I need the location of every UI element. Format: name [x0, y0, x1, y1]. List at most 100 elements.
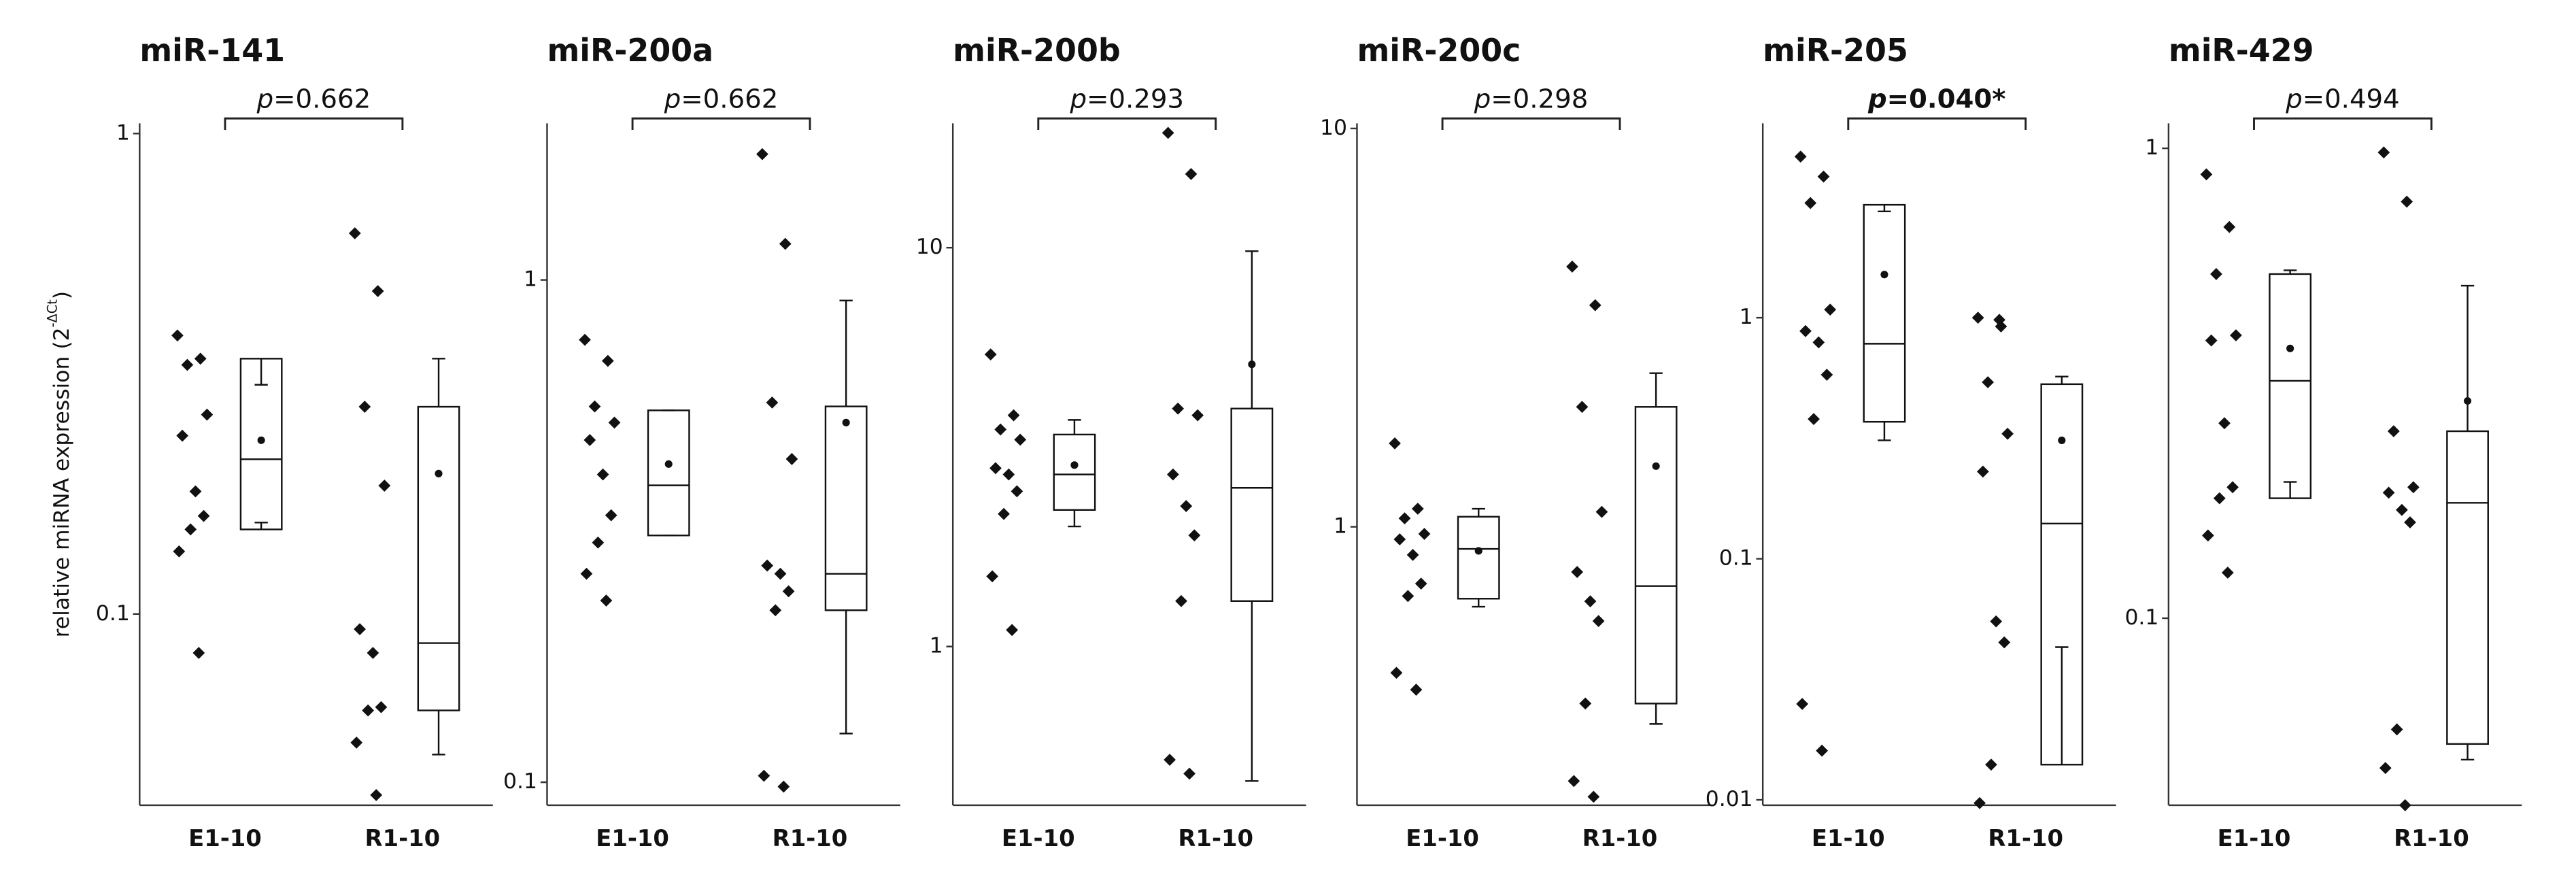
data-point	[1175, 594, 1187, 607]
data-point	[371, 285, 384, 297]
data-point	[375, 701, 388, 713]
panel: miR-200b 1 10 p=0.293 E1-10 R1-10	[916, 32, 1306, 852]
data-point	[777, 780, 790, 793]
data-point	[1977, 465, 1989, 478]
p-symbol: p	[256, 84, 274, 114]
data-point	[592, 536, 605, 549]
y-label-end: )	[50, 291, 74, 299]
data-point	[362, 704, 375, 717]
data-point	[1389, 437, 1401, 450]
data-point	[782, 585, 795, 598]
data-point	[989, 462, 1002, 475]
data-point	[1011, 485, 1023, 498]
data-point	[194, 352, 207, 365]
y-tick-label: 1	[930, 634, 943, 658]
data-point	[1993, 314, 2005, 326]
x-tick-label: R1-10	[1178, 825, 1253, 852]
data-point	[588, 400, 601, 413]
data-point	[367, 647, 379, 659]
data-point	[1592, 615, 1605, 628]
mean	[257, 436, 265, 444]
x-tick-label: R1-10	[365, 825, 441, 852]
data-point	[2387, 425, 2400, 437]
panel-title: miR-200a	[547, 32, 713, 69]
mean	[1474, 547, 1482, 555]
y-tick-label: 1	[524, 267, 537, 292]
data-point	[2399, 799, 2411, 811]
p-value: p=0.662	[256, 84, 371, 114]
y-tick-label: 1	[1740, 305, 1753, 329]
data-point	[2001, 427, 2014, 440]
data-point	[176, 429, 189, 442]
p-symbol: p	[1069, 84, 1087, 114]
data-point	[1589, 299, 1601, 311]
data-point	[2382, 486, 2395, 499]
data-point	[350, 736, 363, 749]
data-point	[1571, 566, 1584, 578]
data-point	[1804, 197, 1817, 209]
data-point	[181, 358, 194, 371]
x-tick-label: R1-10	[773, 825, 848, 852]
data-point	[1794, 150, 1807, 163]
data-point	[605, 509, 617, 522]
data-point	[1406, 549, 1419, 561]
data-point	[1799, 324, 1812, 337]
p-value: p=0.662	[664, 84, 779, 114]
data-point	[2200, 168, 2213, 181]
panel-title: miR-200c	[1357, 32, 1521, 69]
data-point	[1393, 533, 1406, 545]
y-axis-label: relative miRNA expression (2-ΔCt)	[44, 291, 74, 637]
box	[1457, 516, 1500, 600]
bracket	[224, 117, 404, 131]
bracket	[1847, 117, 2027, 131]
p-text: =0.298	[1491, 84, 1588, 114]
data-point	[1402, 590, 1414, 603]
panel-title: miR-141	[139, 32, 285, 69]
data-point	[756, 148, 768, 161]
data-point	[785, 453, 798, 465]
p-value: p=0.040*	[1867, 84, 2005, 114]
data-point	[348, 227, 361, 239]
mean	[1248, 360, 1256, 369]
box	[647, 409, 690, 537]
data-point	[1820, 369, 1833, 381]
data-point	[1998, 636, 2011, 649]
data-point	[1398, 512, 1411, 525]
data-point	[189, 485, 202, 498]
y-label-sup: -ΔCt	[44, 299, 60, 328]
data-point	[774, 567, 787, 580]
data-point	[1007, 409, 1020, 422]
data-point	[370, 789, 383, 801]
data-point	[1973, 796, 1986, 809]
panel: miR-200c 1 10 p=0.298 E1-10 R1-10	[1320, 32, 1710, 852]
data-point	[2205, 334, 2218, 347]
p-symbol: p	[1867, 84, 1887, 114]
box	[239, 358, 283, 530]
p-value: p=0.298	[1474, 84, 1589, 114]
box	[1053, 433, 1096, 511]
data-point	[1812, 336, 1825, 349]
data-point	[1162, 127, 1174, 139]
data-point	[761, 559, 774, 572]
x-tick-label: E1-10	[596, 825, 669, 852]
data-point	[1410, 684, 1423, 696]
data-point	[1579, 697, 1592, 710]
panel: miR-200a 0.1 1 p=0.662 E1-10 R1-10	[503, 32, 900, 852]
data-point	[197, 509, 210, 522]
data-point	[580, 567, 593, 580]
box	[2446, 430, 2489, 745]
data-point	[1816, 744, 1829, 757]
data-point	[2213, 492, 2226, 505]
data-point	[998, 507, 1010, 520]
data-point	[600, 594, 613, 607]
data-point	[1576, 401, 1589, 414]
data-point	[1411, 503, 1424, 515]
y-tick-label: 0.1	[96, 601, 130, 626]
data-point	[601, 354, 614, 367]
box	[2269, 273, 2312, 499]
data-point	[1985, 758, 1997, 771]
data-point	[1414, 577, 1427, 590]
data-point	[192, 647, 205, 659]
data-point	[2390, 723, 2403, 736]
data-point	[986, 570, 999, 583]
